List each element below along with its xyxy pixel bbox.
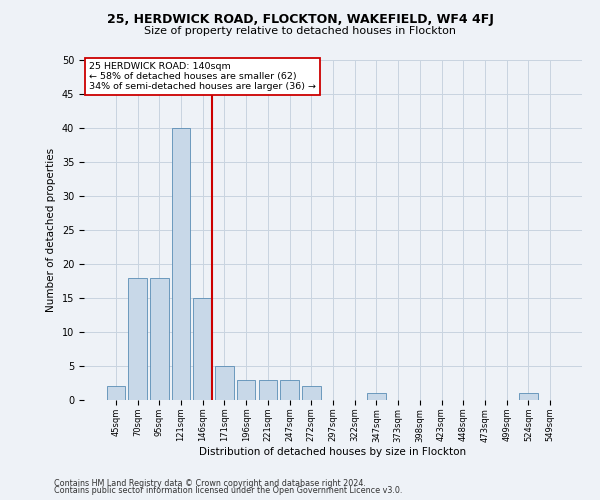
Text: 25, HERDWICK ROAD, FLOCKTON, WAKEFIELD, WF4 4FJ: 25, HERDWICK ROAD, FLOCKTON, WAKEFIELD, … (107, 12, 493, 26)
Bar (128, 278, 147, 400)
Bar (193, 298, 212, 400)
X-axis label: Distribution of detached houses by size in Flockton: Distribution of detached houses by size … (199, 447, 467, 457)
Bar (215, 366, 233, 400)
Bar (367, 393, 386, 400)
Bar (280, 380, 299, 400)
Bar (172, 128, 190, 400)
Text: Size of property relative to detached houses in Flockton: Size of property relative to detached ho… (144, 26, 456, 36)
Text: 25 HERDWICK ROAD: 140sqm
← 58% of detached houses are smaller (62)
34% of semi-d: 25 HERDWICK ROAD: 140sqm ← 58% of detach… (89, 62, 316, 92)
Y-axis label: Number of detached properties: Number of detached properties (46, 148, 56, 312)
Bar (302, 386, 320, 400)
Bar (150, 278, 169, 400)
Bar (107, 386, 125, 400)
Bar (259, 380, 277, 400)
Bar (237, 380, 256, 400)
Bar (519, 393, 538, 400)
Text: Contains HM Land Registry data © Crown copyright and database right 2024.: Contains HM Land Registry data © Crown c… (54, 478, 366, 488)
Text: Contains public sector information licensed under the Open Government Licence v3: Contains public sector information licen… (54, 486, 403, 495)
